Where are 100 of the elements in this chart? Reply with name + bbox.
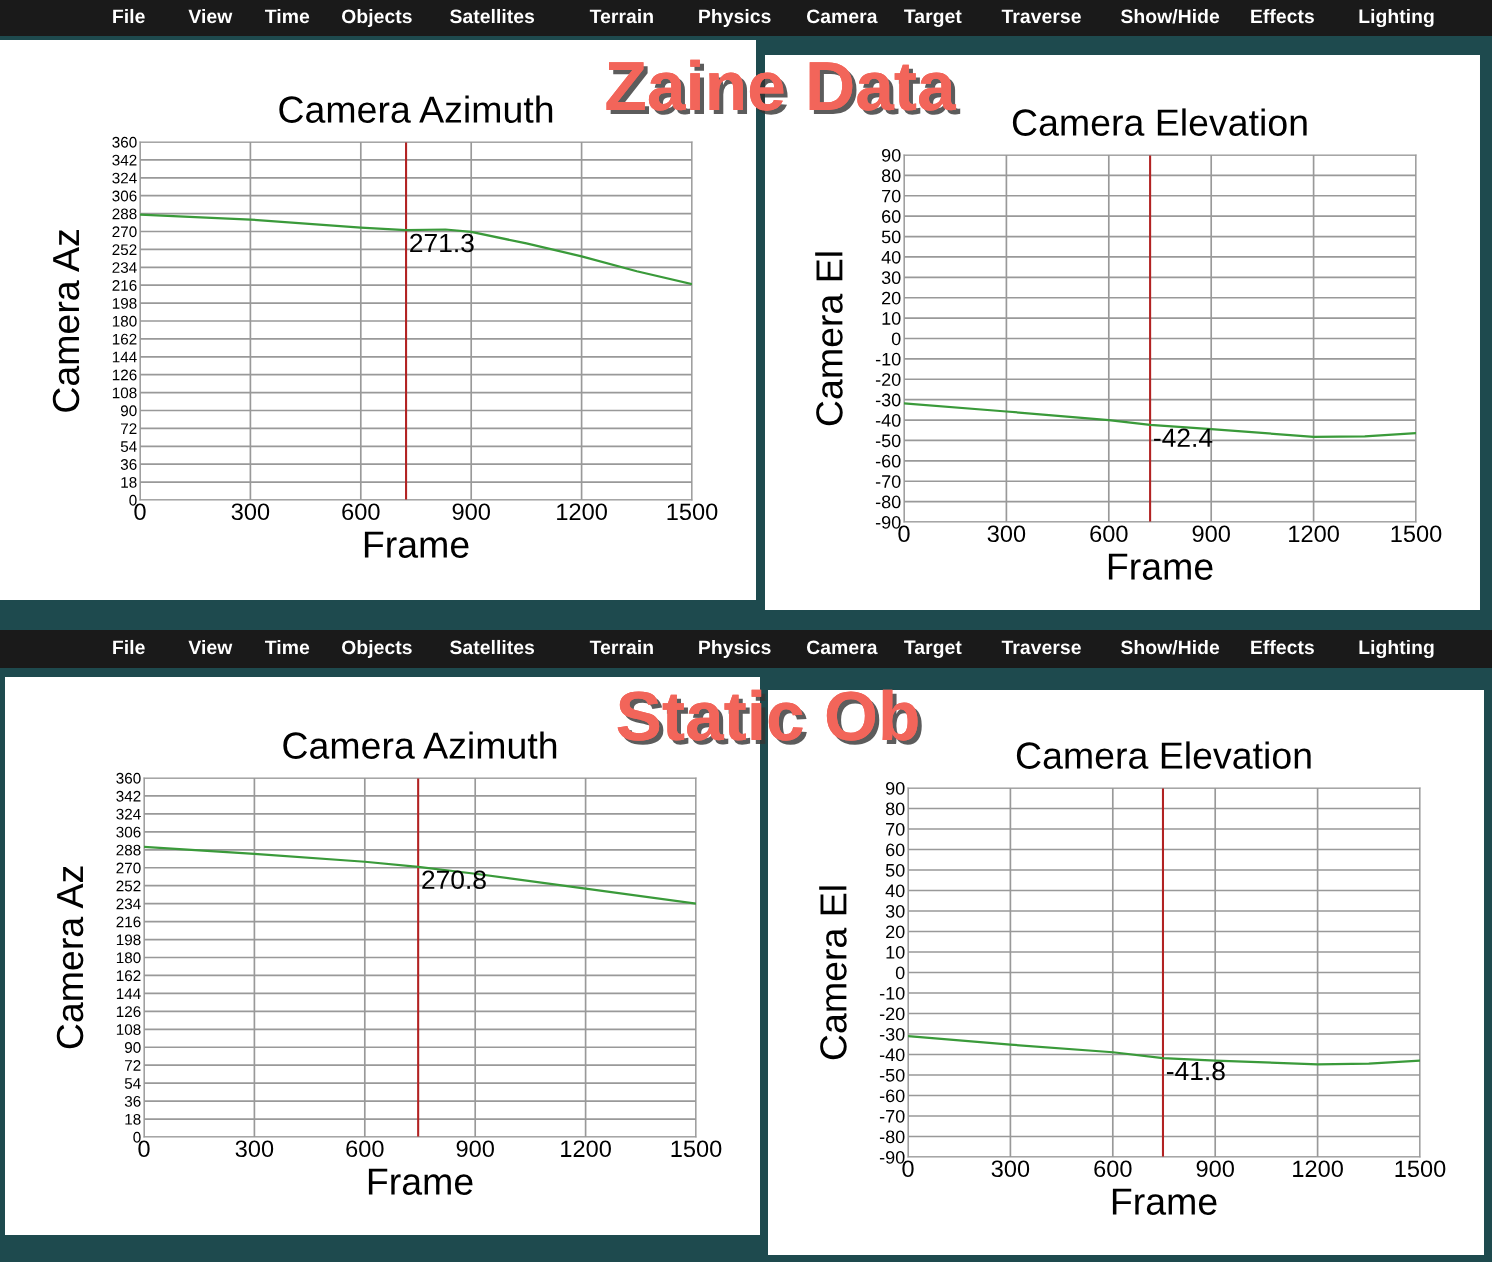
y-tick-label: 216 — [116, 916, 141, 928]
x-tick-label: 600 — [346, 1140, 384, 1158]
y-tick-label: 252 — [112, 244, 137, 256]
x-tick-label: 300 — [235, 1140, 274, 1158]
y-tick-label: 126 — [116, 1006, 141, 1018]
annotation: -42.4 — [1154, 428, 1213, 447]
text: Satellites — [450, 639, 535, 655]
y-tick-label: -20 — [875, 373, 901, 386]
y-tick-label: 20 — [882, 291, 901, 305]
x-tick-label: 900 — [1192, 525, 1230, 543]
text: File — [113, 639, 145, 655]
y-tick-label: -80 — [879, 1130, 905, 1144]
x-tick-label: 1200 — [1289, 525, 1339, 543]
line-series — [144, 845, 696, 905]
annotation: 270.8 — [422, 870, 486, 890]
x-axis-title: Frame — [1108, 553, 1213, 580]
text: Physics — [699, 639, 771, 659]
y-tick-label: 20 — [886, 925, 905, 939]
text: Physics — [699, 8, 771, 28]
y-tick-label: 90 — [120, 405, 137, 417]
y-tick-label: 324 — [112, 172, 137, 184]
x-tick-label: 300 — [987, 525, 1026, 543]
y-tick-label: 90 — [124, 1042, 141, 1053]
y-tick-label: 50 — [881, 230, 901, 244]
y-tick-label: 36 — [124, 1095, 141, 1107]
y-tick-label: 60 — [882, 210, 901, 223]
text: Camera — [806, 9, 878, 24]
text: File — [113, 8, 145, 24]
text: Lighting — [1359, 8, 1434, 28]
y-tick-label: 108 — [116, 1024, 141, 1035]
x-tick-label: 900 — [1196, 1160, 1234, 1178]
text: Time — [264, 8, 310, 24]
y-tick-label: 0 — [891, 332, 901, 346]
text: Terrain — [589, 639, 653, 655]
y-tick-label: 0 — [895, 966, 905, 980]
y-tick-label: -30 — [879, 1027, 905, 1041]
y-tick-label: 162 — [112, 333, 137, 345]
x-tick-label: 300 — [991, 1160, 1030, 1178]
y-axis-title: Camera Az — [52, 230, 80, 412]
y-tick-label: 90 — [881, 148, 901, 162]
chart-title: Camera Azimuth — [279, 95, 553, 123]
y-tick-label: 54 — [120, 441, 137, 452]
y-tick-label: 40 — [885, 884, 905, 898]
y-tick-label: -70 — [875, 475, 901, 488]
y-tick-label: 324 — [116, 808, 141, 820]
y-tick-label: 252 — [116, 880, 141, 892]
x-tick-label: 1500 — [667, 503, 718, 521]
y-tick-label: 216 — [112, 280, 137, 291]
x-tick-label: 900 — [456, 1140, 494, 1158]
x-tick-label: 1500 — [1391, 525, 1442, 543]
y-tick-label: 234 — [116, 898, 141, 910]
y-tick-label: 72 — [121, 423, 137, 434]
y-tick-label: 72 — [125, 1060, 141, 1071]
y-tick-label: 80 — [885, 802, 905, 816]
x-tick-label: 1200 — [1293, 1160, 1343, 1178]
y-tick-label: -10 — [879, 986, 905, 1000]
x-axis-title: Frame — [1112, 1188, 1217, 1215]
y-tick-label: 288 — [116, 844, 141, 856]
y-tick-label: 10 — [886, 945, 905, 959]
x-tick-label: 300 — [231, 503, 270, 521]
y-tick-label: -80 — [875, 495, 901, 509]
y-tick-label: 70 — [886, 822, 905, 836]
x-axis-title: Frame — [364, 531, 469, 558]
y-axis-title: Camera El — [819, 886, 847, 1060]
y-tick-label: 234 — [112, 262, 137, 273]
y-tick-label: 70 — [882, 189, 901, 203]
x-tick-label: 900 — [452, 503, 490, 521]
text: Target — [904, 640, 962, 659]
annotation: 271.3 — [410, 233, 474, 253]
x-tick-label: 1200 — [561, 1140, 611, 1158]
y-tick-label: 198 — [112, 297, 137, 309]
text: Objects — [342, 639, 412, 659]
y-tick-label: 360 — [116, 772, 141, 784]
x-axis-title: Frame — [368, 1168, 473, 1195]
y-tick-label: -40 — [879, 1048, 905, 1062]
y-tick-label: 54 — [124, 1078, 141, 1089]
y-tick-label: 36 — [120, 459, 137, 470]
text: Lighting — [1359, 639, 1434, 659]
y-axis-title: Camera El — [815, 252, 843, 426]
x-tick-label: 1200 — [557, 503, 607, 521]
y-tick-label: 198 — [116, 934, 141, 946]
y-tick-label: -60 — [875, 454, 901, 468]
y-tick-label: 144 — [116, 988, 141, 999]
chart-title: Camera Elevation — [1012, 108, 1307, 136]
y-tick-label: 360 — [112, 136, 137, 148]
y-tick-label: 40 — [881, 250, 901, 264]
y-tick-label: -30 — [875, 393, 901, 407]
y-tick-label: 342 — [112, 154, 137, 166]
y-tick-label: -20 — [879, 1007, 905, 1021]
x-tick-label: 1500 — [671, 1140, 722, 1158]
y-tick-label: 80 — [881, 169, 901, 183]
y-tick-label: 30 — [885, 904, 905, 918]
y-tick-label: 18 — [121, 476, 137, 488]
text: Show/Hide — [1120, 639, 1220, 655]
text: Show/Hide — [1120, 8, 1220, 24]
x-tick-label: 600 — [1094, 1160, 1132, 1178]
text: Traverse — [1001, 9, 1081, 24]
y-tick-label: 50 — [885, 863, 905, 877]
text: Traverse — [1001, 640, 1081, 655]
y-tick-label: -60 — [879, 1089, 905, 1103]
